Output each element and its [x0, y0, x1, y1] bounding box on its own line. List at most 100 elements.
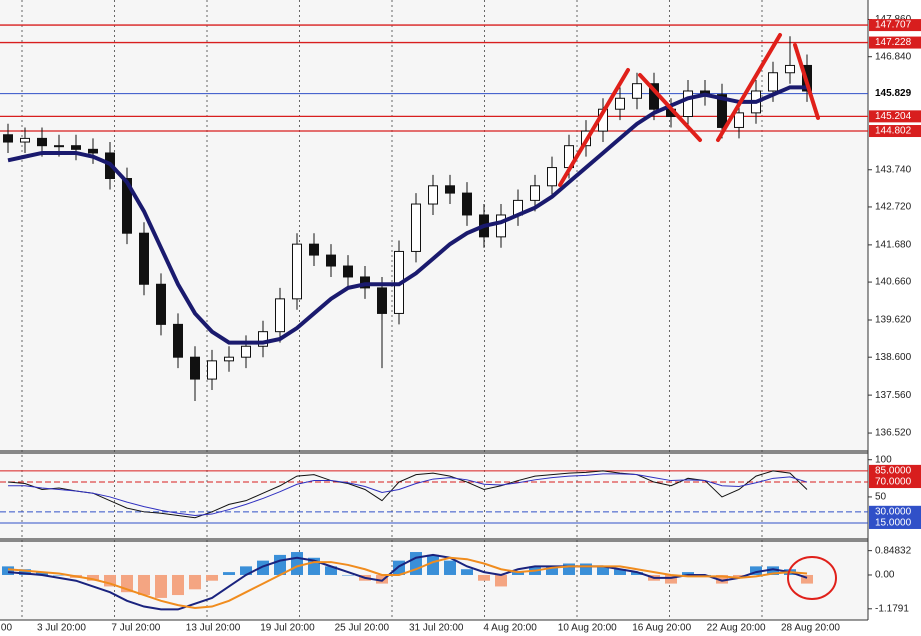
- candle-body: [683, 90, 693, 118]
- y-tick-label: 50: [875, 492, 887, 503]
- bar: [750, 566, 762, 575]
- candle-body: [411, 203, 421, 252]
- candle-body: [309, 243, 319, 256]
- candle-body: [190, 356, 200, 380]
- candle-body: [326, 254, 336, 267]
- candle-body: [54, 145, 64, 148]
- candle-body: [258, 331, 268, 347]
- candle-body: [71, 145, 81, 150]
- y-tick-label: 140.660: [875, 277, 912, 288]
- level-label: 70.0000: [875, 477, 912, 488]
- candle-body: [547, 167, 557, 187]
- y-tick-label: 138.600: [875, 352, 912, 363]
- x-tick-label: 7 Jul 20:00: [111, 623, 160, 634]
- candle-body: [241, 345, 251, 358]
- arrow: [638, 73, 702, 142]
- x-tick-label: 16 Aug 20:00: [632, 623, 691, 634]
- bar: [801, 574, 813, 584]
- arrow: [558, 68, 630, 187]
- bar: [614, 569, 626, 575]
- x-tick-label: 28 Aug 20:00: [781, 623, 840, 634]
- level-label-box: [869, 505, 921, 518]
- candle-body: [139, 232, 149, 285]
- bar: [546, 566, 558, 575]
- bar: [87, 574, 99, 581]
- y-tick-label: 143.740: [875, 164, 912, 175]
- x-tick-label: 10 Aug 20:00: [558, 623, 617, 634]
- bar: [682, 572, 694, 575]
- candle-body: [20, 137, 30, 143]
- bar: [342, 574, 354, 576]
- arrow: [793, 43, 820, 120]
- candle-body: [292, 243, 302, 300]
- candle-body: [445, 185, 455, 194]
- series-line: [7, 470, 808, 519]
- level-label: 147.228: [875, 37, 912, 48]
- level-label-box: [869, 125, 921, 138]
- x-tick-label: 4 Aug 20:00: [483, 623, 537, 634]
- level-label-box: [869, 19, 921, 32]
- level-label: 144.802: [875, 126, 912, 137]
- level-label: 147.707: [875, 20, 912, 31]
- y-tick-label: 137.560: [875, 390, 912, 401]
- candle-body: [122, 178, 132, 234]
- candle-body: [173, 323, 183, 358]
- panel-separator: [0, 538, 868, 542]
- level-label-box: [869, 464, 921, 477]
- y-tick-label: 139.620: [875, 315, 912, 326]
- level-label-box: [869, 36, 921, 49]
- x-tick-label: 25 Jul 20:00: [335, 623, 390, 634]
- annotations: [558, 33, 837, 600]
- x-tick-label: 13 Jul 20:00: [186, 623, 241, 634]
- bar: [189, 574, 201, 590]
- candle-body: [717, 94, 727, 128]
- y-tick-label: 0.00: [875, 570, 895, 581]
- bar: [563, 563, 575, 575]
- bar: [138, 574, 150, 596]
- series-line: [7, 556, 808, 609]
- candle-body: [615, 97, 625, 110]
- y-tick-label: 142.720: [875, 202, 912, 213]
- highlight-circle: [787, 556, 837, 600]
- bar: [53, 574, 65, 576]
- bar: [206, 574, 218, 581]
- candle-body: [734, 112, 744, 128]
- bar: [597, 566, 609, 575]
- level-label: 85.0000: [875, 466, 912, 477]
- y-tick-label: 0.84832: [875, 545, 912, 556]
- bar: [767, 566, 779, 575]
- y-tick-label: 141.680: [875, 240, 912, 251]
- candle-body: [632, 83, 642, 99]
- panel-separator: [0, 450, 868, 454]
- bar: [36, 572, 48, 575]
- bar: [257, 560, 269, 575]
- x-tick-label: 3 Jul 20:00: [37, 623, 86, 634]
- bar: [19, 569, 31, 575]
- candle-body: [530, 185, 540, 201]
- candle-body: [785, 64, 795, 74]
- candle-body: [428, 185, 438, 205]
- bar: [155, 574, 167, 598]
- level-label-box: [869, 516, 921, 529]
- candle-body: [462, 192, 472, 216]
- candle-body: [343, 265, 353, 278]
- y-tick-label: 100: [875, 454, 892, 465]
- candle-body: [224, 356, 234, 362]
- candle-body: [37, 137, 47, 147]
- bar: [104, 574, 116, 587]
- level-label-box: [869, 87, 921, 100]
- bar: [444, 560, 456, 575]
- bar: [495, 574, 507, 587]
- bar: [631, 572, 643, 575]
- arrow: [716, 33, 782, 142]
- y-tick-label: 146.840: [875, 51, 912, 62]
- x-tick-label: 31 Jul 20:00: [409, 623, 464, 634]
- series-line: [8, 473, 808, 517]
- level-label: 30.0000: [875, 506, 912, 517]
- bar: [291, 552, 303, 575]
- candle-body: [377, 287, 387, 314]
- bar: [2, 566, 14, 575]
- bar: [580, 563, 592, 575]
